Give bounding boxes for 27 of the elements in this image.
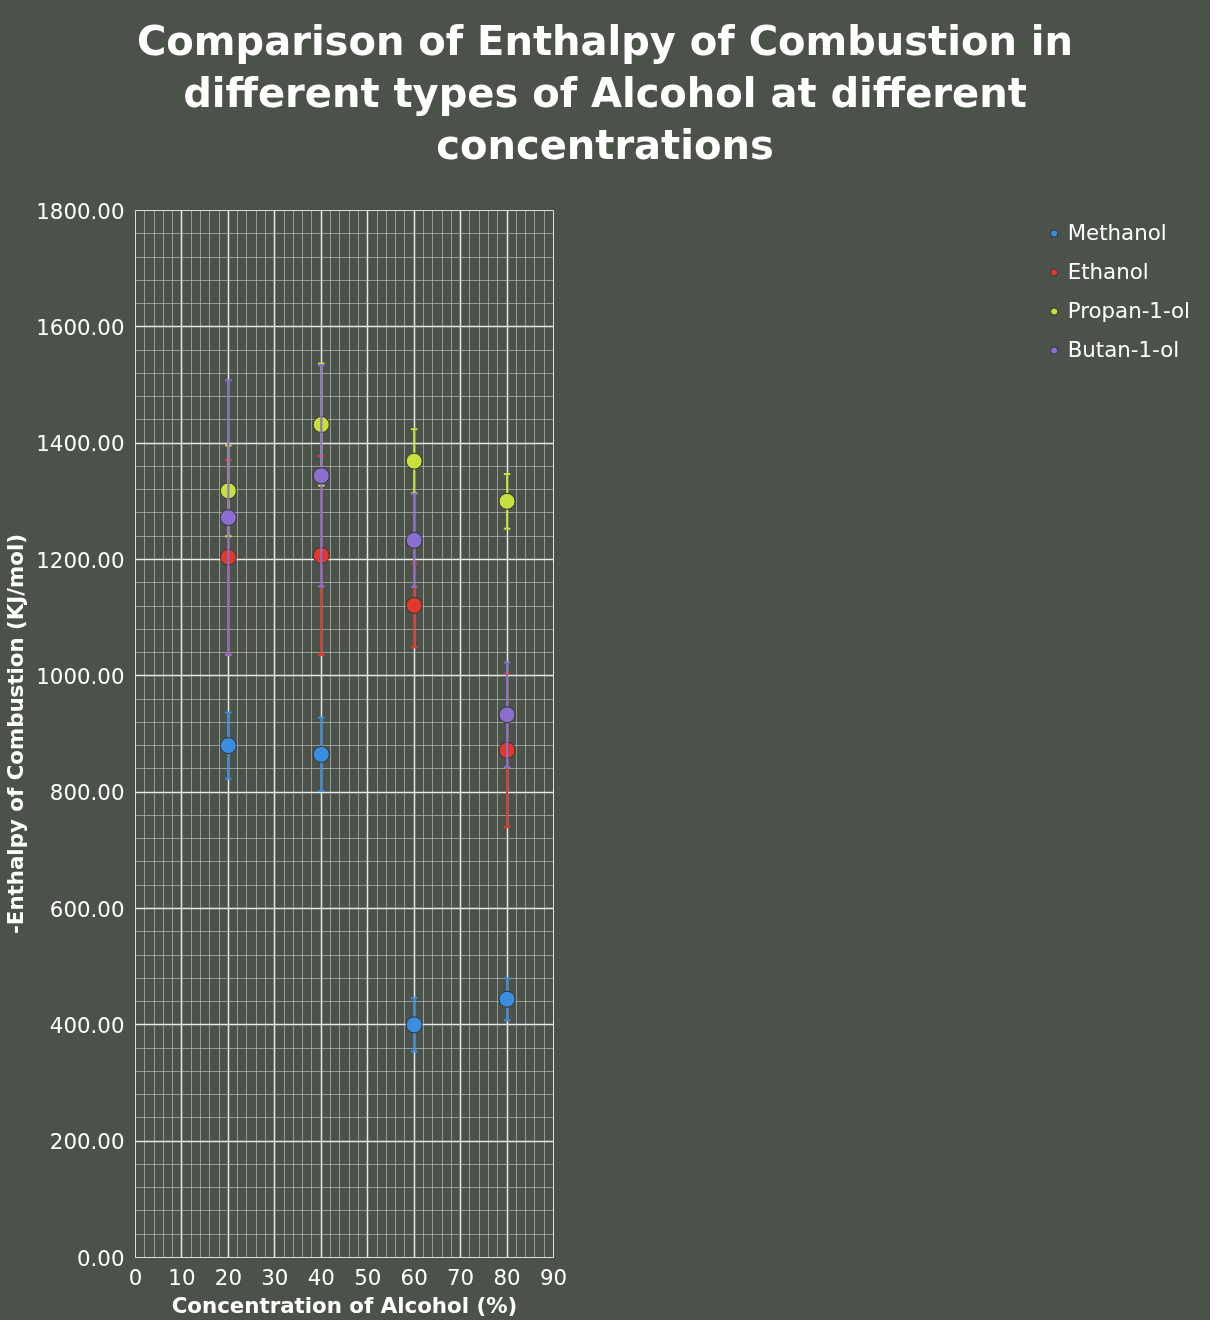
x-tick-label: 20 xyxy=(214,1264,242,1290)
y-tick-label: 1800.00 xyxy=(36,198,125,224)
y-tick-label: 400.00 xyxy=(49,1012,125,1038)
x-tick-label: 40 xyxy=(307,1264,335,1290)
x-tick-label: 90 xyxy=(539,1264,568,1290)
x-axis-title: Concentration of Alcohol (%) xyxy=(171,1292,518,1318)
x-tick-label: 10 xyxy=(168,1264,196,1290)
x-tick-label: 60 xyxy=(400,1264,428,1290)
y-tick-label: 0.00 xyxy=(77,1245,125,1271)
x-tick-label: 80 xyxy=(493,1264,521,1290)
y-tick-label: 1400.00 xyxy=(36,431,125,457)
legend-label: Methanol xyxy=(1067,220,1167,245)
legend-label: Ethanol xyxy=(1067,259,1149,284)
y-tick-label: 1600.00 xyxy=(36,314,125,340)
x-tick-label: 0 xyxy=(128,1264,143,1290)
legend-label: Propan-1-ol xyxy=(1067,298,1190,323)
y-axis-title: -Enthalpy of Combustion (KJ/mol) xyxy=(3,533,29,935)
x-tick-label: 30 xyxy=(261,1264,289,1290)
y-tick-label: 800.00 xyxy=(49,780,125,806)
y-tick-label: 200.00 xyxy=(49,1129,125,1155)
y-tick-label: 1200.00 xyxy=(36,547,125,573)
y-tick-label: 1000.00 xyxy=(36,663,125,689)
legend-label: Butan-1-ol xyxy=(1067,337,1180,362)
y-tick-label: 600.00 xyxy=(49,896,125,922)
x-tick-label: 70 xyxy=(447,1264,475,1290)
chart-title: Comparison of Enthalpy of Combustion in different types of Alcohol at different concentrations xyxy=(137,17,1073,170)
x-tick-label: 50 xyxy=(354,1264,382,1290)
